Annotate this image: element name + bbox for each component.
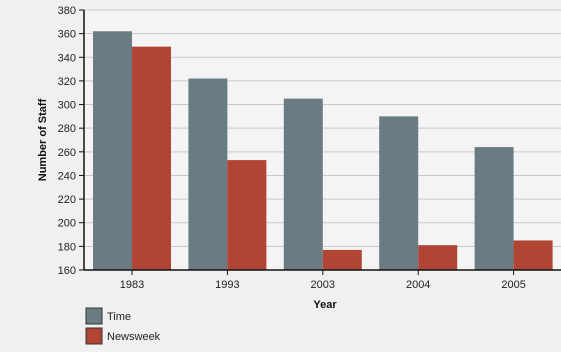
bar-time-2004 bbox=[379, 116, 419, 270]
y-tick-label: 200 bbox=[58, 218, 76, 230]
bar-time-1983 bbox=[93, 31, 132, 270]
y-tick-label: 280 bbox=[58, 123, 76, 135]
x-tick-label: 1993 bbox=[215, 279, 239, 291]
y-tick-label: 320 bbox=[58, 76, 76, 88]
x-tick-label: 2003 bbox=[311, 279, 335, 291]
bar-time-2005 bbox=[474, 147, 514, 270]
y-tick-label: 300 bbox=[58, 100, 76, 112]
legend-swatch-newsweek bbox=[85, 327, 103, 345]
y-tick-label: 160 bbox=[58, 265, 76, 277]
legend-label-time: Time bbox=[107, 311, 131, 323]
x-axis-title: Year bbox=[313, 299, 337, 311]
bar-newsweek-1983 bbox=[132, 46, 171, 270]
bar-time-2003 bbox=[283, 98, 323, 271]
bars bbox=[93, 31, 553, 271]
legend-label-newsweek: Newsweek bbox=[107, 331, 161, 343]
legend: Time Newsweek bbox=[85, 307, 161, 345]
y-tick-label: 180 bbox=[58, 241, 76, 253]
x-tick-label: 1983 bbox=[120, 279, 144, 291]
bar-newsweek-2003 bbox=[322, 249, 362, 270]
bar-newsweek-2005 bbox=[513, 240, 553, 270]
x-tick-labels: 1983 1993 2003 2004 2005 bbox=[120, 270, 526, 291]
y-tick-label: 260 bbox=[58, 147, 76, 159]
y-tick-label: 360 bbox=[58, 29, 76, 41]
x-tick-label: 2005 bbox=[501, 279, 525, 291]
x-tick-label: 2004 bbox=[406, 279, 430, 291]
y-axis-title: Number of Staff bbox=[37, 98, 49, 181]
y-tick-label: 380 bbox=[58, 5, 76, 17]
y-tick-label: 240 bbox=[58, 170, 76, 182]
y-tick-labels: 160 180 200 220 240 260 280 300 320 340 360 380 bbox=[58, 5, 84, 277]
y-tick-label: 340 bbox=[58, 52, 76, 64]
y-tick-label: 220 bbox=[58, 194, 76, 206]
bar-time-1993 bbox=[188, 78, 228, 270]
legend-swatch-time bbox=[85, 307, 103, 325]
bar-newsweek-2004 bbox=[418, 245, 458, 270]
bar-newsweek-1993 bbox=[227, 160, 267, 270]
